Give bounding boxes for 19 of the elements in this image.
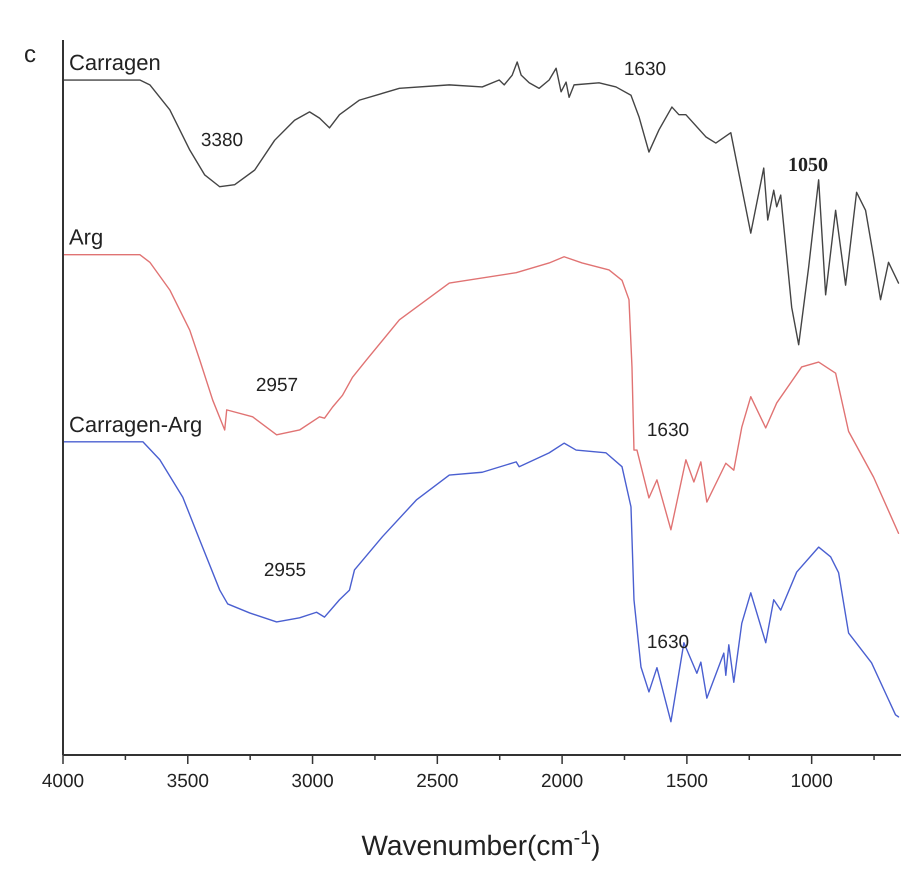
- annotation: 2955: [264, 560, 306, 581]
- annotation: 1630: [624, 59, 666, 80]
- series-label: Carragen: [69, 50, 161, 76]
- x-axis-title: Wavenumber(cm$^{-1}$): [362, 827, 600, 861]
- series-label: Arg: [69, 224, 104, 250]
- x-tick-label: 4000: [42, 771, 84, 792]
- annotation: 1630: [646, 420, 690, 441]
- x-tick-label: 3000: [291, 771, 334, 792]
- x-tick-label: 3500: [166, 771, 209, 792]
- annotation: 1050: [788, 154, 828, 176]
- x-tick-label: 2500: [416, 771, 458, 792]
- text: c: [24, 41, 36, 68]
- annotation: 3380: [200, 130, 244, 151]
- x-tick-label: 1000: [790, 771, 833, 792]
- x-tick-label: 2000: [540, 771, 584, 792]
- series-label: Carragen-Arg: [69, 412, 202, 437]
- x-tick-label: 1500: [666, 771, 708, 792]
- annotation: 2957: [256, 375, 298, 396]
- annotation: 1630: [646, 632, 690, 653]
